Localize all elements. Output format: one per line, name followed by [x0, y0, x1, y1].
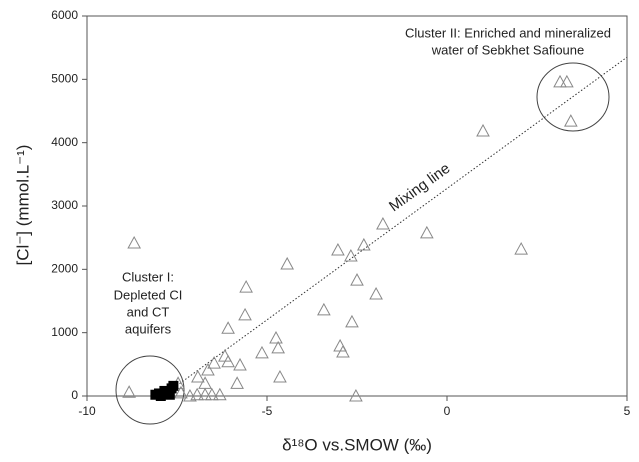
- plot-frame: [86, 15, 628, 397]
- point: [201, 362, 215, 376]
- point: [269, 331, 283, 344]
- y-tick-label: 4000: [51, 135, 78, 149]
- point: [191, 369, 205, 383]
- point: [376, 217, 390, 230]
- x-axis-label: δ¹⁸O vs.SMOW (‰): [282, 435, 432, 454]
- y-axis-label: [Cl⁻] (mmol.L⁻¹): [13, 145, 32, 266]
- cluster-ellipse: [115, 355, 185, 425]
- y-tick-label: 2000: [51, 262, 78, 276]
- point: [369, 286, 383, 300]
- point: [350, 273, 364, 286]
- point: [419, 225, 434, 239]
- y-tick-label: 5000: [51, 72, 78, 86]
- mixing-line-label: Mixing line: [386, 160, 453, 215]
- point: [230, 376, 244, 389]
- point: [345, 314, 359, 328]
- annotation: Cluster I:: [122, 269, 174, 284]
- point: [560, 74, 574, 88]
- point: [122, 385, 136, 398]
- point: [317, 302, 331, 316]
- point: [190, 387, 205, 401]
- point: [168, 380, 179, 391]
- point: [476, 123, 490, 137]
- point: [553, 74, 567, 88]
- point: [198, 376, 212, 389]
- point: [198, 387, 212, 401]
- point: [205, 387, 219, 401]
- point: [238, 307, 252, 321]
- y-tick-label: 0: [71, 388, 78, 402]
- point: [331, 242, 345, 256]
- point: [218, 349, 232, 362]
- x-tick-label: 0: [444, 404, 451, 418]
- point: [221, 354, 235, 368]
- point: [514, 242, 529, 255]
- x-tick-label: 5: [624, 404, 631, 418]
- y-tick-label: 1000: [51, 325, 78, 339]
- point: [233, 357, 247, 371]
- point: [239, 280, 253, 293]
- x-tick-label: -5: [262, 404, 273, 418]
- cluster-ellipse: [536, 62, 610, 132]
- annotation: and CT: [127, 304, 170, 319]
- point: [255, 345, 269, 359]
- x-tick-label: -10: [78, 404, 96, 418]
- point: [212, 387, 227, 401]
- y-tick-label: 3000: [51, 198, 78, 212]
- point: [336, 344, 350, 358]
- point: [207, 356, 221, 369]
- point: [271, 340, 286, 354]
- point: [273, 369, 287, 383]
- point: [221, 321, 235, 334]
- annotation: water of Sebkhet Safioune: [431, 42, 585, 57]
- point: [280, 256, 295, 270]
- annotation: aquifers: [125, 321, 172, 336]
- point: [127, 236, 142, 249]
- point: [164, 389, 175, 400]
- mixing-line: [162, 56, 628, 397]
- point: [563, 114, 578, 127]
- y-tick-label: 6000: [51, 8, 78, 22]
- annotation: Cluster II: Enriched and mineralized: [405, 25, 611, 40]
- point: [344, 248, 358, 262]
- point: [356, 237, 371, 251]
- point: [349, 388, 363, 402]
- annotation: Depleted CI: [114, 287, 183, 302]
- point: [174, 385, 188, 399]
